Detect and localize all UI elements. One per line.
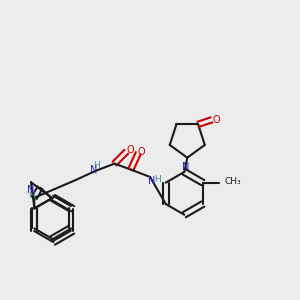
Text: CH₃: CH₃ bbox=[224, 177, 241, 186]
Text: N: N bbox=[27, 184, 35, 195]
Text: H: H bbox=[28, 191, 34, 200]
Text: O: O bbox=[138, 147, 146, 157]
Text: O: O bbox=[212, 115, 220, 125]
Text: H: H bbox=[154, 175, 161, 184]
Text: H: H bbox=[93, 161, 100, 170]
Text: O: O bbox=[126, 145, 134, 155]
Text: N: N bbox=[148, 176, 155, 187]
Text: N: N bbox=[90, 165, 97, 175]
Text: N: N bbox=[182, 162, 190, 172]
